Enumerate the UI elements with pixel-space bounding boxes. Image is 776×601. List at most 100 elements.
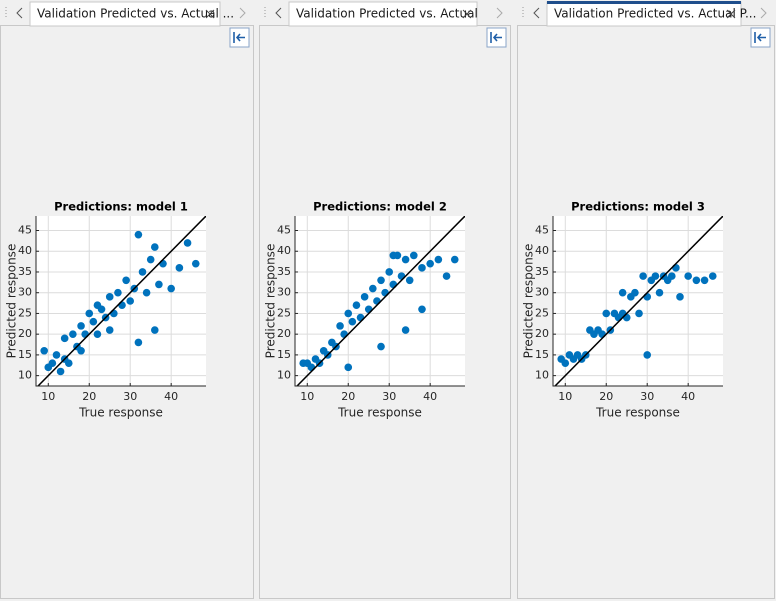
y-tick-label: 25 <box>18 306 32 319</box>
data-point <box>684 272 692 280</box>
y-tick-label: 10 <box>277 369 291 382</box>
y-axis-label: Predicted response <box>264 244 278 359</box>
y-tick-label: 35 <box>535 265 549 278</box>
data-point <box>191 259 200 268</box>
x-axis-label: True response <box>78 406 163 420</box>
chart: 10 20 30 40 10 15 20 25 30 35 40 45 Predictions: mod… <box>5 200 206 420</box>
chart: 10 20 30 40 10 15 20 25 30 35 40 45 Predictions: mod… <box>264 200 465 420</box>
tab[interactable] <box>29 1 221 27</box>
data-point <box>598 330 606 338</box>
y-tick-label: 20 <box>18 327 32 340</box>
data-point <box>175 264 184 272</box>
data-point <box>434 255 443 264</box>
data-point <box>69 330 77 338</box>
y-tick-label: 15 <box>18 348 32 361</box>
y-tick-label: 15 <box>277 348 291 361</box>
data-point <box>655 288 664 297</box>
x-tick-label: 20 <box>341 390 355 403</box>
data-point <box>138 268 147 276</box>
data-point <box>450 255 459 264</box>
y-tick-label: 30 <box>277 286 291 299</box>
reference-line <box>296 216 465 386</box>
data-point <box>409 251 418 260</box>
chart-title: Predictions: model 1 <box>54 200 188 214</box>
x-tick-label: 10 <box>300 390 314 403</box>
tab-right-arrow[interactable] <box>239 7 246 19</box>
data-point <box>405 276 414 285</box>
tab-close[interactable] <box>726 9 736 19</box>
x-tick-label: 10 <box>41 390 55 403</box>
data-point <box>118 301 126 309</box>
y-tick-label: 10 <box>535 369 549 382</box>
tab-left-arrow[interactable] <box>275 7 282 19</box>
data-point <box>105 326 114 334</box>
data-point <box>183 239 192 247</box>
plot-content <box>554 216 723 386</box>
data-point <box>381 288 389 297</box>
tab-label[interactable]: Validation Predicted vs. Actual ... <box>37 7 234 21</box>
y-tick-label: 45 <box>277 224 291 237</box>
x-axis-label: True response <box>337 406 422 420</box>
tab[interactable] <box>288 1 478 27</box>
active-tab-indicator <box>547 1 741 4</box>
data-point <box>155 280 163 289</box>
y-axis-label: Predicted response <box>5 244 19 359</box>
data-point <box>389 280 398 289</box>
data-point <box>377 342 385 351</box>
data-point <box>667 272 676 280</box>
plot-content <box>296 216 465 386</box>
data-point <box>150 326 159 334</box>
data-point <box>602 309 611 318</box>
data-point <box>364 305 373 314</box>
y-tick-label: 30 <box>535 286 549 299</box>
axes-lines <box>294 216 465 387</box>
data-point <box>369 284 377 293</box>
y-tick-label: 30 <box>18 286 32 299</box>
data-point <box>618 309 627 318</box>
y-tick-label: 35 <box>18 265 32 278</box>
tab-label[interactable]: Validation Predicted vs. Actual <box>296 7 478 21</box>
data-point <box>81 330 89 338</box>
data-point <box>708 272 717 280</box>
data-point <box>134 338 143 347</box>
plot-content <box>37 216 206 386</box>
reference-line <box>37 216 206 386</box>
data-point <box>344 309 353 318</box>
data-point <box>356 313 365 322</box>
axes-lines <box>552 216 723 387</box>
data-point <box>105 293 114 301</box>
y-tick-label: 25 <box>535 306 549 319</box>
y-tick-label: 45 <box>18 224 32 237</box>
tab-close[interactable] <box>205 9 215 19</box>
tab-left-arrow[interactable] <box>16 7 23 19</box>
y-tick-label: 10 <box>18 369 32 382</box>
dock-icon <box>233 32 245 43</box>
data-point <box>401 255 410 264</box>
data-point <box>618 288 627 297</box>
y-tick-label: 35 <box>277 265 291 278</box>
x-tick-label: 20 <box>82 390 96 403</box>
tab-close[interactable] <box>462 9 472 19</box>
y-tick-label: 40 <box>535 244 549 257</box>
tab-right-arrow[interactable] <box>496 7 503 19</box>
data-point <box>651 272 660 280</box>
data-point <box>159 259 167 268</box>
x-tick-label: 10 <box>558 390 572 403</box>
tab-left-arrow[interactable] <box>533 7 540 19</box>
data-point <box>56 367 65 376</box>
data-point <box>340 330 348 338</box>
data-point <box>122 276 130 285</box>
data-point <box>85 309 94 318</box>
axes-lines <box>35 216 206 387</box>
tab-label[interactable]: Validation Predicted vs. Actual P... <box>554 7 756 21</box>
chart-title: Predictions: model 2 <box>313 200 447 214</box>
data-point <box>631 288 639 297</box>
tab[interactable] <box>546 1 742 27</box>
data-point <box>77 346 85 355</box>
tab-right-arrow[interactable] <box>760 7 767 19</box>
data-point <box>64 359 73 367</box>
y-tick-label: 40 <box>18 244 32 257</box>
chart: 10 20 30 40 10 15 20 25 30 35 40 45 Predictions: mod… <box>522 200 723 420</box>
data-point <box>40 346 48 355</box>
